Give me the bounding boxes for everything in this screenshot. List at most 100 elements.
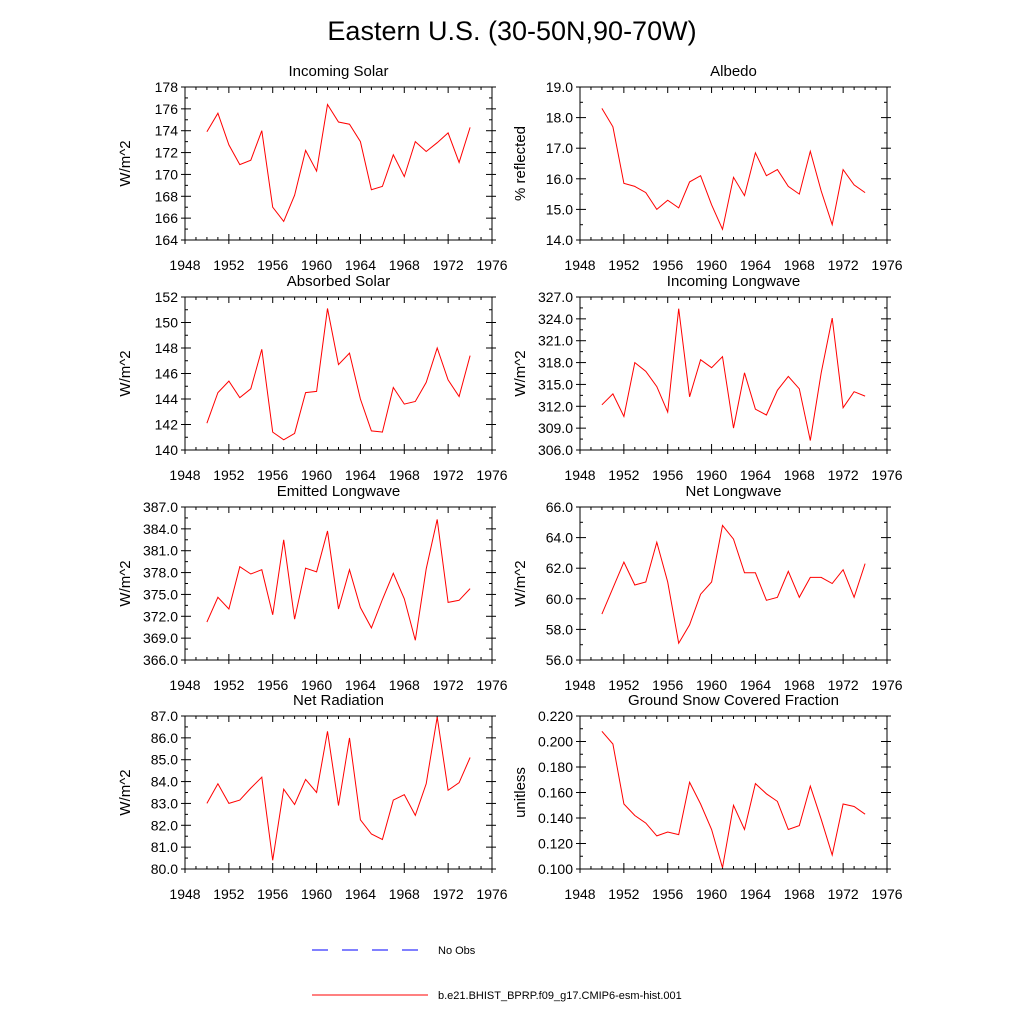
x-tick-label: 1976 [871, 467, 902, 483]
y-tick-label: 0.140 [538, 810, 573, 826]
series-line [206, 308, 471, 441]
x-tick-label: 1952 [608, 257, 639, 273]
y-axis-label: W/m^2 [117, 140, 134, 186]
panel-7: Ground Snow Covered Fraction unitless 1948… [512, 692, 903, 902]
x-tick-label: 1960 [696, 677, 727, 693]
y-tick-label: 387.0 [143, 499, 178, 515]
x-tick-label: 1952 [608, 886, 639, 902]
x-tick-label: 1960 [301, 467, 332, 483]
panel-5: Net Longwave W/m^2 1948 1952 1956 1960 1964 196… [512, 483, 903, 693]
y-tick-label: 140 [155, 442, 179, 458]
y-axis-label: W/m^2 [117, 769, 134, 815]
y-tick-label: 64.0 [546, 530, 573, 546]
x-tick-label: 1972 [433, 677, 464, 693]
panel-title: Incoming Longwave [667, 273, 800, 290]
y-axis-label: unitless [512, 767, 529, 818]
series-line [601, 730, 866, 868]
y-tick-label: 178 [155, 79, 179, 95]
legend: No Obs b.e21.BHIST_BPRP.f09_g17.CMIP6-es… [312, 945, 682, 1002]
y-tick-label: 82.0 [151, 817, 178, 833]
x-tick-label: 1968 [784, 257, 815, 273]
x-tick-label: 1964 [345, 257, 376, 273]
x-tick-label: 1976 [476, 257, 507, 273]
series-line [601, 308, 866, 441]
x-tick-label: 1948 [169, 467, 200, 483]
panel-title: Incoming Solar [288, 63, 388, 80]
x-tick-label: 1952 [213, 257, 244, 273]
y-tick-label: 84.0 [151, 774, 178, 790]
x-tick-label: 1976 [476, 886, 507, 902]
plot-frame [184, 86, 493, 241]
x-tick-label: 1968 [389, 467, 420, 483]
panel-6: Net Radiation W/m^2 1948 1952 1956 1960 1964 19… [117, 692, 508, 902]
panels: Incoming Solar W/m^2 1948 1952 1956 1960 1964 1… [117, 63, 903, 902]
plot-frame [579, 506, 888, 661]
x-tick-label: 1964 [740, 257, 771, 273]
x-tick-label: 1972 [828, 677, 859, 693]
series-line [206, 717, 471, 861]
x-tick-label: 1968 [389, 677, 420, 693]
x-tick-label: 1976 [476, 467, 507, 483]
x-tick-label: 1972 [828, 257, 859, 273]
y-tick-label: 375.0 [143, 586, 178, 602]
x-tick-label: 1972 [433, 257, 464, 273]
y-tick-label: 315.0 [538, 376, 573, 392]
legend-model-label: b.e21.BHIST_BPRP.f09_g17.CMIP6-esm-hist.… [438, 990, 682, 1002]
x-tick-label: 1948 [169, 257, 200, 273]
x-tick-label: 1964 [740, 467, 771, 483]
y-tick-label: 321.0 [538, 333, 573, 349]
y-tick-label: 172 [155, 145, 179, 161]
y-axis-label: W/m^2 [512, 350, 529, 396]
x-tick-label: 1952 [213, 886, 244, 902]
x-tick-label: 1976 [476, 677, 507, 693]
y-tick-label: 81.0 [151, 839, 178, 855]
y-tick-label: 384.0 [143, 521, 178, 537]
y-tick-label: 170 [155, 166, 179, 182]
plot-frame [579, 86, 888, 241]
x-tick-label: 1956 [257, 677, 288, 693]
x-tick-label: 1972 [433, 467, 464, 483]
y-tick-label: 58.0 [546, 621, 573, 637]
y-tick-label: 0.180 [538, 759, 573, 775]
x-tick-label: 1948 [564, 467, 595, 483]
x-tick-label: 1956 [257, 886, 288, 902]
x-tick-label: 1976 [871, 886, 902, 902]
y-axis-label: W/m^2 [512, 560, 529, 606]
x-tick-label: 1956 [257, 257, 288, 273]
y-tick-label: 174 [155, 123, 179, 139]
x-tick-label: 1964 [345, 677, 376, 693]
y-tick-label: 309.0 [538, 420, 573, 436]
y-tick-label: 87.0 [151, 708, 178, 724]
x-tick-label: 1948 [564, 257, 595, 273]
x-tick-label: 1956 [652, 677, 683, 693]
series-line [601, 108, 866, 231]
x-tick-label: 1952 [608, 677, 639, 693]
x-tick-label: 1964 [345, 467, 376, 483]
y-tick-label: 14.0 [546, 232, 573, 248]
x-tick-label: 1948 [169, 677, 200, 693]
x-tick-label: 1968 [389, 257, 420, 273]
x-tick-label: 1960 [301, 257, 332, 273]
x-tick-label: 1964 [345, 886, 376, 902]
plot-frame [184, 715, 493, 870]
y-tick-label: 62.0 [546, 560, 573, 576]
y-tick-label: 19.0 [546, 79, 573, 95]
panel-3: Incoming Longwave W/m^2 1948 1952 1956 1960 19… [512, 273, 903, 483]
x-tick-label: 1972 [433, 886, 464, 902]
series-line [601, 524, 866, 645]
y-tick-label: 378.0 [143, 565, 178, 581]
panel-title: Absorbed Solar [287, 273, 390, 290]
x-tick-label: 1960 [696, 886, 727, 902]
y-tick-label: 15.0 [546, 201, 573, 217]
x-tick-label: 1948 [564, 677, 595, 693]
x-tick-label: 1960 [301, 886, 332, 902]
y-tick-label: 86.0 [151, 730, 178, 746]
panel-title: Net Radiation [293, 692, 384, 709]
y-tick-label: 381.0 [143, 543, 178, 559]
x-tick-label: 1976 [871, 677, 902, 693]
y-tick-label: 0.100 [538, 861, 573, 877]
x-tick-label: 1968 [389, 886, 420, 902]
x-tick-label: 1952 [608, 467, 639, 483]
y-tick-label: 17.0 [546, 140, 573, 156]
